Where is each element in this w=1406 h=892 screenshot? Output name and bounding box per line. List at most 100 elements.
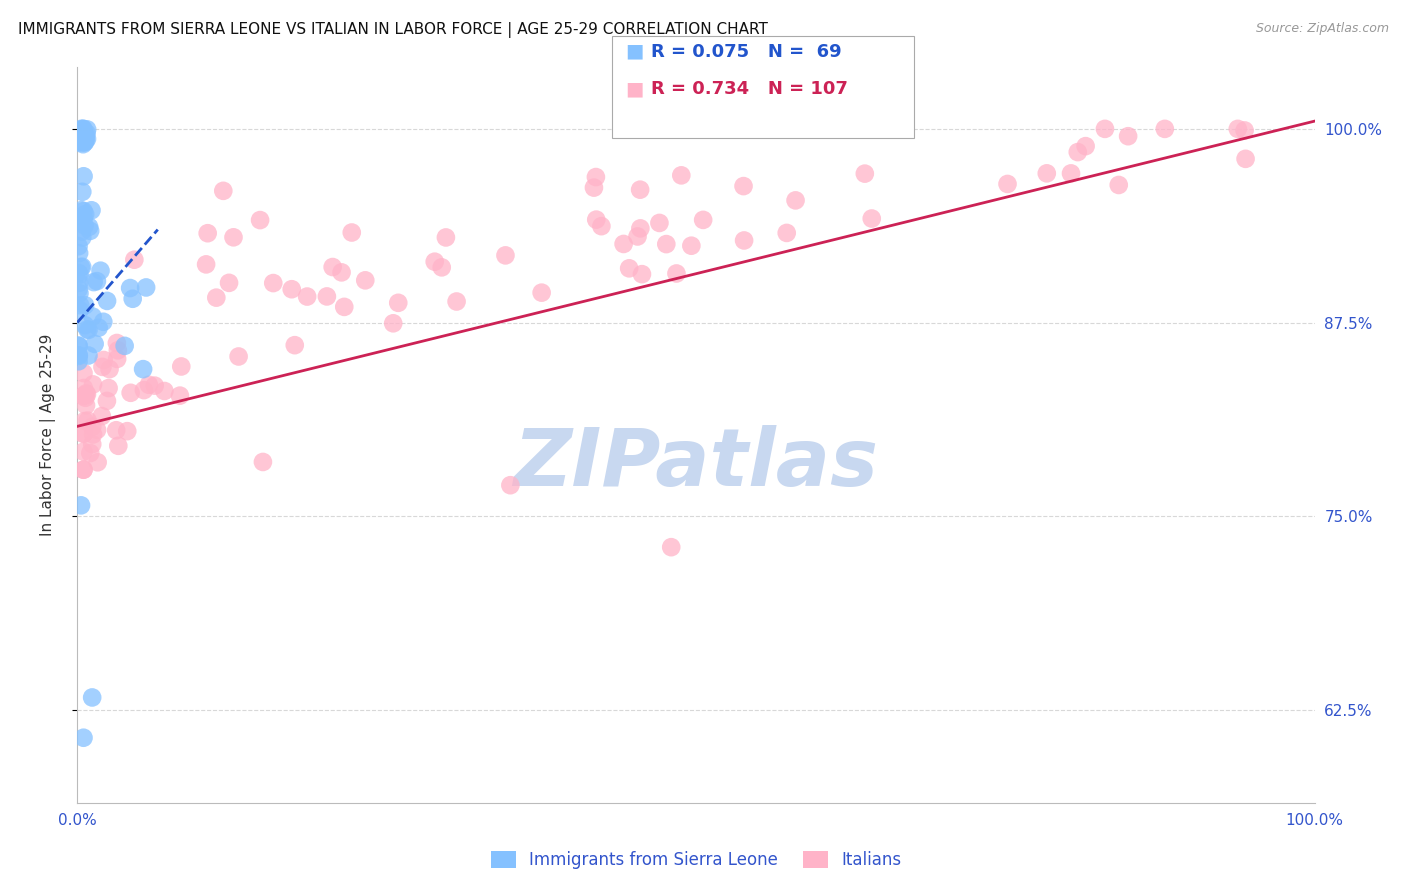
Point (70, 225, 93, 239)
Point (76, 387, 98, 401)
Point (107, 439, 129, 453)
Point (655, 237, 678, 252)
Point (153, 384, 176, 398)
Point (228, 350, 250, 364)
Point (67, 276, 90, 290)
Point (76, 126, 98, 140)
Point (169, 389, 191, 403)
Point (73, 381, 96, 395)
Point (72, 444, 94, 458)
Point (73, 135, 96, 149)
Point (280, 282, 302, 296)
Point (90, 409, 112, 423)
Point (86, 423, 108, 437)
Point (89, 263, 111, 277)
Point (77, 219, 100, 234)
Point (67, 246, 90, 260)
Point (97, 381, 120, 395)
Point (295, 289, 318, 303)
Text: IMMIGRANTS FROM SIERRA LEONE VS ITALIAN IN LABOR FORCE | AGE 25-29 CORRELATION C: IMMIGRANTS FROM SIERRA LEONE VS ITALIAN … (18, 22, 768, 38)
Point (120, 385, 142, 400)
Point (75, 398, 97, 412)
Point (72, 463, 94, 477)
Text: Source: ZipAtlas.com: Source: ZipAtlas.com (1256, 22, 1389, 36)
Text: R = 0.075   N =  69: R = 0.075 N = 69 (651, 43, 842, 61)
Point (1234, 152, 1257, 166)
Point (252, 455, 274, 469)
Point (70, 136, 93, 150)
Point (72, 137, 94, 152)
Point (91, 359, 114, 374)
Point (382, 316, 405, 330)
Point (67, 354, 90, 368)
Point (1116, 129, 1139, 144)
Point (107, 343, 129, 358)
Point (67, 132, 90, 146)
Point (631, 267, 654, 281)
Point (69, 286, 91, 301)
Point (76, 122, 98, 136)
Point (67, 266, 90, 280)
Point (75, 132, 97, 146)
Point (76, 322, 98, 336)
Point (170, 359, 193, 374)
Point (72, 132, 94, 146)
Point (67, 348, 90, 362)
Point (121, 292, 143, 306)
Point (73, 211, 96, 225)
Text: ■: ■ (626, 79, 644, 98)
Point (72, 426, 94, 441)
Point (499, 478, 522, 492)
Point (665, 267, 688, 281)
Point (70, 499, 93, 513)
Point (197, 226, 219, 240)
Point (82, 690, 104, 705)
Point (785, 194, 807, 208)
Point (73, 219, 96, 233)
Legend: Immigrants from Sierra Leone, Italians: Immigrants from Sierra Leone, Italians (484, 844, 908, 875)
Point (75, 298, 97, 312)
Point (1153, 121, 1175, 136)
Point (73, 414, 96, 428)
Point (617, 261, 640, 276)
Point (495, 248, 517, 262)
Point (671, 169, 693, 183)
Point (67, 338, 90, 352)
Point (315, 289, 337, 303)
Point (67, 339, 90, 353)
Point (75, 391, 97, 405)
Point (77, 323, 100, 337)
Point (120, 281, 142, 295)
Point (330, 265, 353, 279)
Point (76, 132, 98, 146)
Point (446, 294, 468, 309)
Point (70, 121, 93, 136)
Point (69, 260, 91, 274)
Point (87, 320, 110, 334)
Point (93, 353, 115, 368)
Point (132, 362, 155, 376)
Point (67, 135, 90, 149)
Point (776, 226, 799, 240)
Point (195, 257, 218, 271)
Point (73, 388, 96, 402)
Point (82, 427, 104, 442)
Point (354, 273, 377, 287)
Point (613, 236, 636, 251)
Point (83, 275, 105, 289)
Point (82, 310, 104, 324)
Point (1233, 123, 1256, 137)
Point (1108, 178, 1130, 192)
Point (72, 169, 94, 184)
Point (222, 230, 245, 244)
Point (628, 183, 651, 197)
Point (733, 179, 755, 194)
Point (67, 349, 90, 363)
Point (1226, 121, 1249, 136)
Point (70, 260, 93, 274)
Point (86, 274, 108, 288)
Point (91, 315, 114, 329)
Point (626, 229, 648, 244)
Point (86, 455, 108, 469)
Point (138, 377, 160, 392)
